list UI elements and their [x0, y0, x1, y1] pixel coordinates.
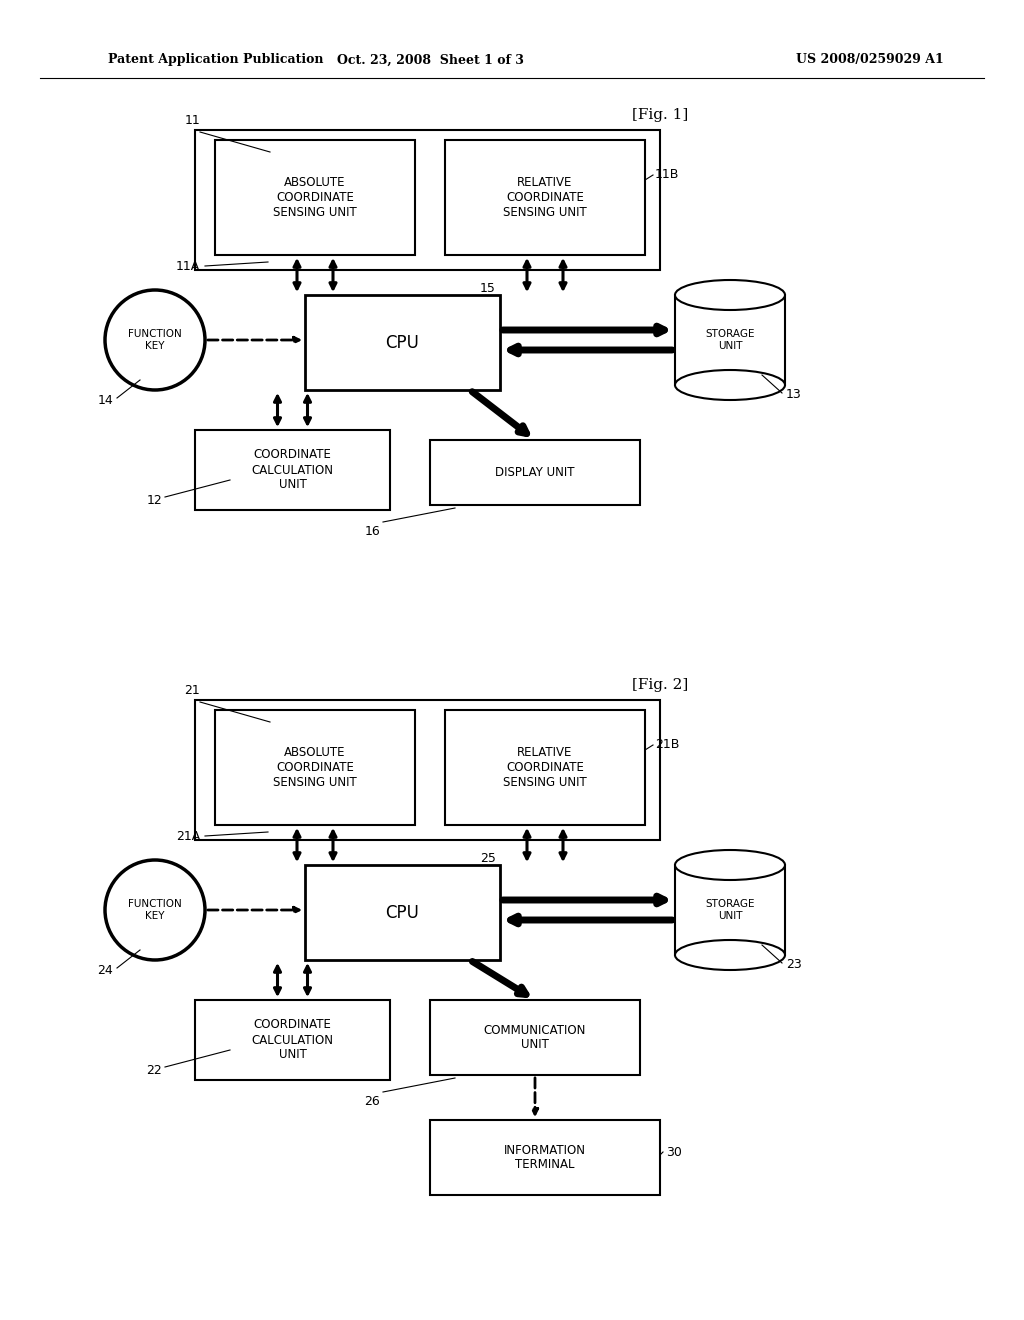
Ellipse shape [675, 940, 785, 970]
Text: 25: 25 [480, 851, 496, 865]
Bar [195, 430, 390, 510]
Bar [195, 700, 660, 840]
Text: COMMUNICATION
UNIT: COMMUNICATION UNIT [483, 1023, 586, 1052]
Ellipse shape [675, 850, 785, 880]
Bar [445, 710, 645, 825]
Text: RELATIVE
COORDINATE
SENSING UNIT: RELATIVE COORDINATE SENSING UNIT [503, 176, 587, 219]
Text: US 2008/0259029 A1: US 2008/0259029 A1 [796, 54, 944, 66]
Text: 13: 13 [786, 388, 802, 401]
Text: INFORMATION
TERMINAL: INFORMATION TERMINAL [504, 1143, 586, 1172]
Text: STORAGE
UNIT: STORAGE UNIT [706, 899, 755, 921]
Text: ABSOLUTE
COORDINATE
SENSING UNIT: ABSOLUTE COORDINATE SENSING UNIT [273, 746, 357, 789]
Text: CPU: CPU [386, 903, 420, 921]
Text: STORAGE
UNIT: STORAGE UNIT [706, 329, 755, 351]
Text: FUNCTION
KEY: FUNCTION KEY [128, 329, 182, 351]
Text: 22: 22 [146, 1064, 162, 1077]
Bar [430, 1001, 640, 1074]
Text: 11B: 11B [655, 169, 679, 181]
Bar [195, 129, 660, 271]
Text: 24: 24 [97, 964, 113, 977]
Bar [305, 294, 500, 389]
Circle shape [105, 290, 205, 389]
Text: CPU: CPU [386, 334, 420, 351]
Bar [195, 1001, 390, 1080]
Text: [Fig. 1]: [Fig. 1] [632, 108, 688, 121]
Text: 14: 14 [97, 393, 113, 407]
Circle shape [105, 861, 205, 960]
Text: 11A: 11A [176, 260, 200, 272]
Text: FUNCTION
KEY: FUNCTION KEY [128, 899, 182, 921]
Text: ABSOLUTE
COORDINATE
SENSING UNIT: ABSOLUTE COORDINATE SENSING UNIT [273, 176, 357, 219]
Text: COORDINATE
CALCULATION
UNIT: COORDINATE CALCULATION UNIT [252, 1019, 334, 1061]
Bar [430, 1119, 660, 1195]
Ellipse shape [675, 280, 785, 310]
Text: 16: 16 [365, 525, 380, 539]
Bar [305, 865, 500, 960]
Text: Patent Application Publication: Patent Application Publication [108, 54, 324, 66]
Ellipse shape [675, 370, 785, 400]
Text: DISPLAY UNIT: DISPLAY UNIT [496, 466, 574, 479]
Text: 26: 26 [365, 1096, 380, 1107]
Bar [215, 140, 415, 255]
Text: 21A: 21A [176, 829, 200, 842]
Text: COORDINATE
CALCULATION
UNIT: COORDINATE CALCULATION UNIT [252, 449, 334, 491]
Bar [445, 140, 645, 255]
Text: 15: 15 [480, 282, 496, 294]
Bar [675, 294, 785, 385]
Text: 21: 21 [184, 684, 200, 697]
Text: Oct. 23, 2008  Sheet 1 of 3: Oct. 23, 2008 Sheet 1 of 3 [337, 54, 523, 66]
Text: 12: 12 [146, 494, 162, 507]
Text: [Fig. 2]: [Fig. 2] [632, 678, 688, 692]
Text: 30: 30 [666, 1146, 682, 1159]
Text: 23: 23 [786, 958, 802, 972]
Text: 11: 11 [184, 114, 200, 127]
Text: RELATIVE
COORDINATE
SENSING UNIT: RELATIVE COORDINATE SENSING UNIT [503, 746, 587, 789]
Text: 21B: 21B [655, 738, 679, 751]
Bar [215, 710, 415, 825]
Bar [430, 440, 640, 506]
Bar [675, 865, 785, 954]
